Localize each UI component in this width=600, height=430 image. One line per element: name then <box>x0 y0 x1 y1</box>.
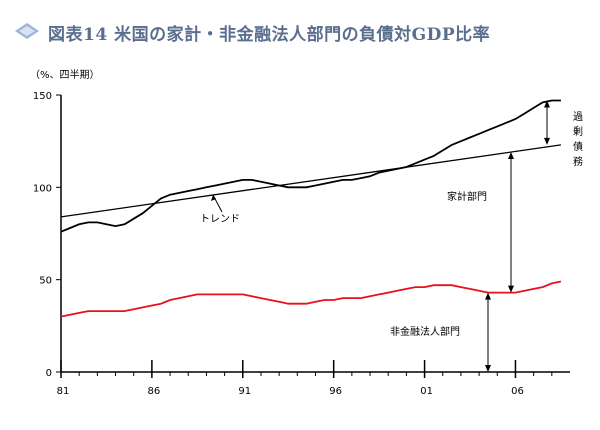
excess-debt-label-char: 債 <box>573 140 583 153</box>
y-tick-label: 50 <box>39 276 52 287</box>
page-title: 図表14 米国の家計・非金融法人部門の負債対GDP比率 <box>48 25 491 45</box>
corporate-line <box>60 280 562 318</box>
corporate-arrowhead-top <box>485 292 491 300</box>
x-tick-label: 81 <box>57 386 70 397</box>
trend-line <box>60 144 561 218</box>
household-label: 家計部門 <box>447 190 487 203</box>
corporate-arrowhead-bottom <box>485 365 491 372</box>
household-arrowhead-top <box>508 152 514 160</box>
diamond-bullet-icon <box>15 23 39 39</box>
unit-label: （%、四半期） <box>30 68 100 81</box>
x-tick-label: 06 <box>511 386 524 397</box>
excess-debt-label-char: 務 <box>573 155 583 168</box>
trend-pointer-arrowhead <box>211 195 216 201</box>
x-tick-label: 91 <box>238 386 251 397</box>
excess-debt-label-char: 過 <box>573 111 583 123</box>
y-tick-label: 0 <box>46 368 52 379</box>
x-tick-label: 96 <box>329 386 342 397</box>
corporate-label: 非金融法人部門 <box>390 325 460 338</box>
y-tick-label: 150 <box>33 91 52 102</box>
x-tick-label: 86 <box>148 386 161 397</box>
y-tick-label: 100 <box>33 183 52 194</box>
trend-label: トレンド <box>200 214 240 225</box>
household-line <box>60 99 561 233</box>
x-tick-label: 01 <box>420 386 433 397</box>
household-arrowhead-bottom <box>508 285 514 293</box>
excess-debt-label-char: 剰 <box>573 126 583 138</box>
excess-arrowhead-top <box>544 100 550 108</box>
excess-arrowhead-bottom <box>544 137 550 145</box>
